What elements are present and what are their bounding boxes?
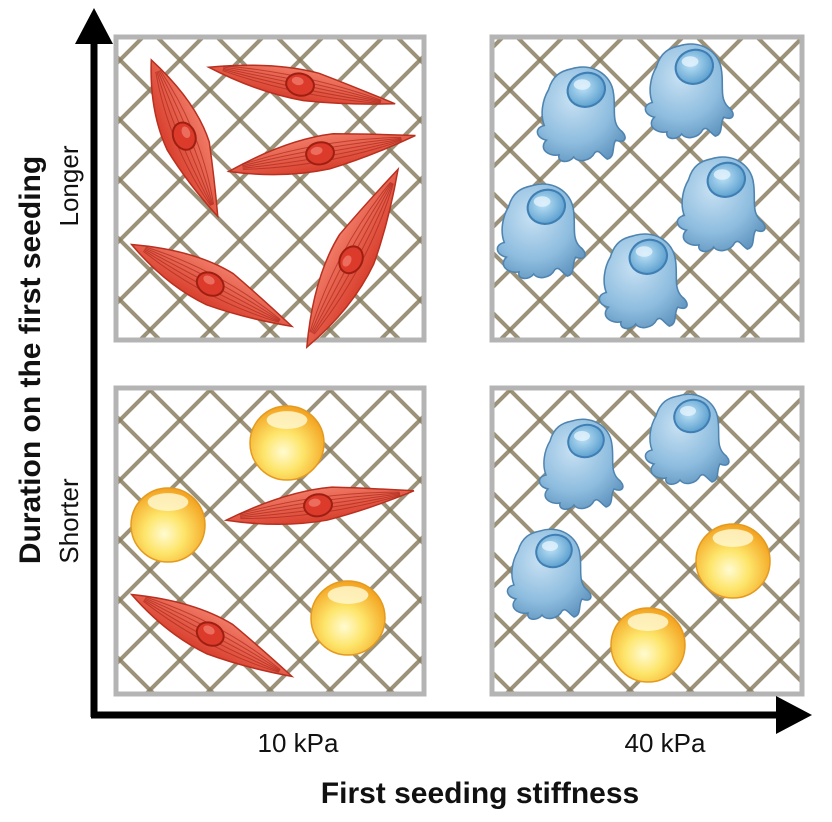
- spindle-cell: [129, 243, 295, 328]
- sphere-cell: [310, 580, 386, 656]
- cells-layer: [129, 43, 771, 683]
- blob-cell: [598, 233, 688, 330]
- x-tick-40kpa: 40 kPa: [625, 728, 706, 758]
- spindle-cell: [305, 166, 400, 349]
- y-tick-shorter: Shorter: [54, 478, 84, 564]
- blob-cell: [538, 418, 624, 510]
- y-axis-arrowhead: [75, 8, 113, 44]
- spindle-cell: [150, 58, 219, 219]
- sphere-cell: [249, 405, 325, 481]
- blob-cell: [536, 66, 626, 163]
- spindle-cell: [129, 593, 295, 678]
- blob-cell: [496, 183, 586, 280]
- blob-cell: [506, 528, 592, 620]
- spindle-cell: [206, 64, 396, 105]
- axes: [75, 8, 812, 734]
- blob-cell: [644, 393, 730, 485]
- y-axis-title: Duration on the first seeding: [14, 156, 47, 564]
- sphere-cell: [610, 607, 686, 683]
- x-axis-arrowhead: [776, 696, 812, 734]
- x-axis-title: First seeding stiffness: [321, 777, 639, 810]
- x-tick-10kpa: 10 kPa: [258, 728, 339, 758]
- blob-cell: [676, 156, 766, 253]
- blob-cell: [644, 43, 734, 140]
- spindle-cell: [226, 133, 416, 176]
- sphere-cell: [130, 487, 206, 563]
- spindle-cell: [223, 486, 415, 526]
- sphere-cell: [695, 523, 771, 599]
- y-tick-longer: Longer: [54, 145, 84, 226]
